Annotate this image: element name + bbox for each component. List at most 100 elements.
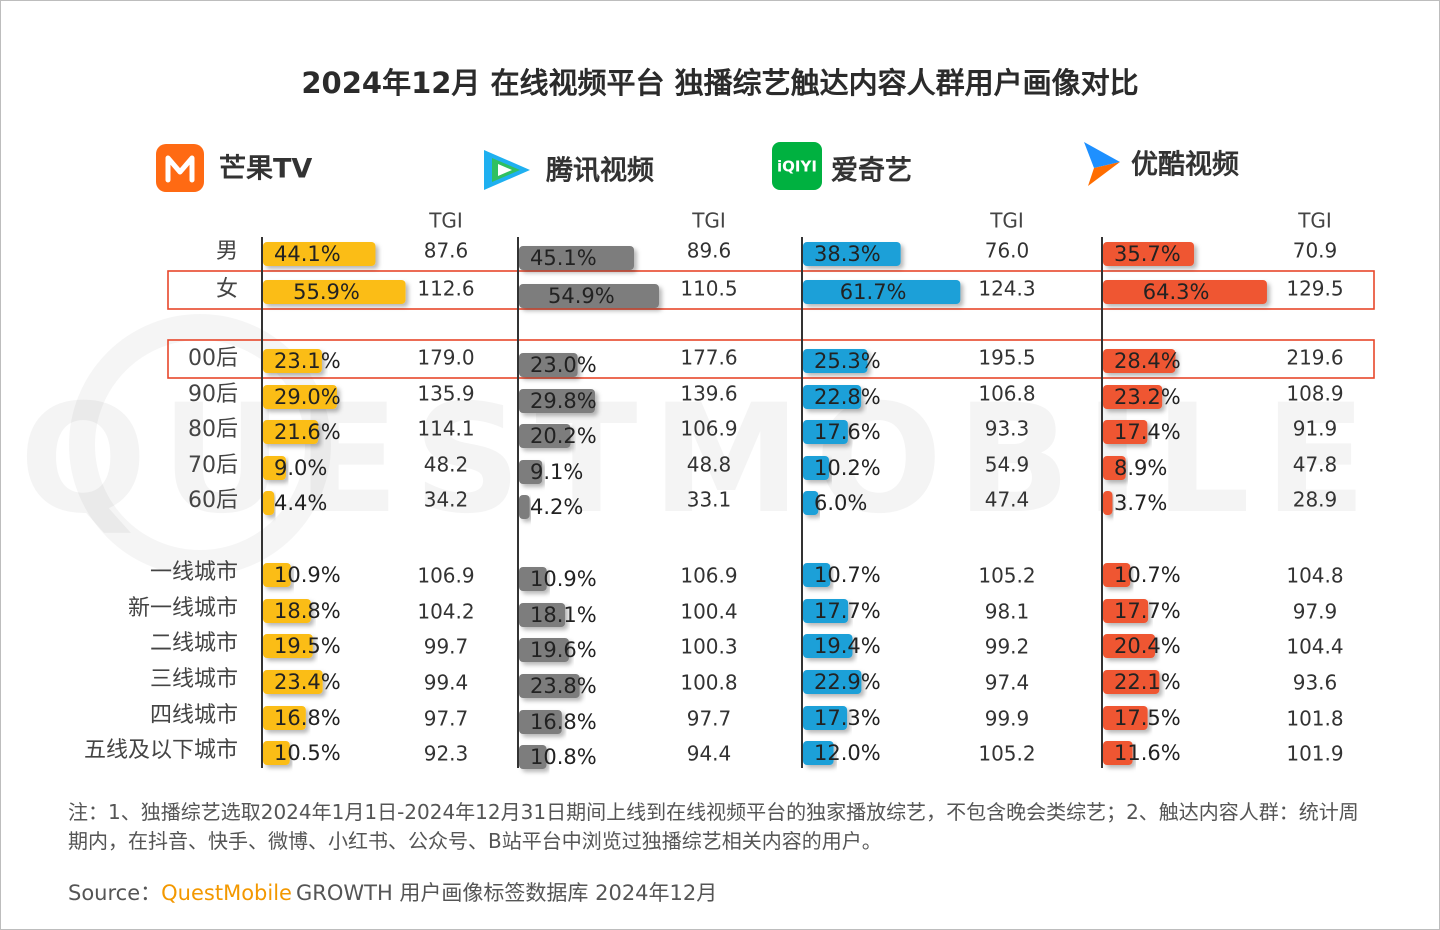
category-label-2: 女 — [216, 277, 238, 302]
bar-label-3-13: 12.0% — [814, 741, 881, 765]
bar-1-9 — [263, 599, 311, 623]
source-rest: GROWTH 用户画像标签数据库 2024年12月 — [295, 881, 718, 905]
bar-label-1-8: 10.9% — [274, 563, 341, 587]
tencent-video-logo-play — [498, 164, 512, 176]
bar-2-11 — [519, 674, 580, 698]
tgi-value-3-12: 99.9 — [985, 707, 1030, 731]
category-label-11: 三线城市 — [150, 667, 238, 692]
tgi-value-3-10: 99.2 — [985, 635, 1030, 659]
bar-label-2-7: 4.2% — [530, 495, 583, 519]
platform-name-3: 爱奇艺 — [831, 156, 912, 187]
bar-label-2-4: 29.8% — [530, 389, 597, 413]
bar-2-1 — [519, 246, 635, 270]
bar-4-1 — [1103, 242, 1195, 266]
tgi-header-4: TGI — [1297, 209, 1332, 233]
tgi-value-2-8: 106.9 — [680, 564, 737, 588]
tgi-value-2-10: 100.3 — [680, 635, 737, 659]
iqiyi-logo-text: iQIYI — [777, 158, 817, 176]
bar-2-10 — [519, 638, 569, 662]
bar-label-1-2: 55.9% — [293, 280, 360, 304]
tgi-value-4-8: 104.8 — [1286, 564, 1343, 588]
tgi-value-2-7: 33.1 — [687, 488, 732, 512]
bar-label-1-11: 23.4% — [274, 670, 341, 694]
tgi-value-3-9: 98.1 — [985, 600, 1030, 624]
bar-label-1-7: 4.4% — [274, 491, 327, 515]
youku-logo-lower — [1088, 162, 1120, 186]
tgi-value-3-13: 105.2 — [978, 742, 1035, 766]
bar-1-2 — [263, 280, 406, 304]
tgi-value-3-5: 93.3 — [985, 417, 1030, 441]
bar-label-4-9: 17.7% — [1114, 599, 1181, 623]
tgi-value-3-1: 76.0 — [985, 239, 1030, 263]
bar-1-7 — [263, 491, 275, 515]
tgi-value-3-8: 105.2 — [978, 564, 1035, 588]
bar-2-12 — [519, 710, 562, 734]
bar-label-1-13: 10.5% — [274, 741, 341, 765]
bar-3-9 — [803, 599, 849, 623]
source-line: Source：QuestMobile GROWTH 用户画像标签数据库 2024年… — [68, 877, 717, 907]
bar-label-1-6: 9.0% — [274, 456, 327, 480]
tgi-value-2-3: 177.6 — [680, 346, 737, 370]
bar-4-8 — [1103, 563, 1131, 587]
tgi-value-4-13: 101.9 — [1286, 742, 1343, 766]
bar-3-5 — [803, 420, 848, 444]
bar-2-9 — [519, 603, 566, 627]
bar-label-3-1: 38.3% — [814, 242, 881, 266]
tgi-value-2-9: 100.4 — [680, 600, 737, 624]
bar-label-3-9: 17.7% — [814, 599, 881, 623]
category-label-5: 80后 — [188, 417, 238, 442]
bar-1-8 — [263, 563, 291, 587]
tgi-value-1-4: 135.9 — [417, 382, 474, 406]
tgi-value-1-12: 97.7 — [424, 707, 469, 731]
bar-3-7 — [803, 491, 819, 515]
bar-label-3-6: 10.2% — [814, 456, 881, 480]
bar-label-3-7: 6.0% — [814, 491, 867, 515]
bar-2-2 — [519, 284, 659, 308]
highlight-box-1 — [167, 270, 1375, 310]
tgi-value-4-6: 47.8 — [1293, 453, 1338, 477]
bar-3-1 — [803, 242, 901, 266]
tgi-value-1-1: 87.6 — [424, 239, 469, 263]
bar-3-2 — [803, 280, 961, 304]
bar-4-9 — [1103, 599, 1149, 623]
bar-label-4-3: 28.4% — [1114, 349, 1181, 373]
tgi-value-1-10: 99.7 — [424, 635, 469, 659]
bar-label-4-10: 20.4% — [1114, 634, 1181, 658]
platform-name-4: 优酷视频 — [1131, 150, 1239, 181]
chart-note: 注：1、独播综艺选取2024年1月1日-2024年12月31日期间上线到在线视频… — [68, 800, 1359, 853]
bar-1-6 — [263, 456, 286, 480]
category-label-10: 二线城市 — [150, 631, 238, 656]
tgi-value-3-2: 124.3 — [978, 277, 1035, 301]
bar-label-4-5: 17.4% — [1114, 420, 1181, 444]
bar-4-12 — [1103, 706, 1148, 730]
bar-label-4-8: 10.7% — [1114, 563, 1181, 587]
platform-name-1: 芒果TV — [219, 154, 312, 185]
bar-label-4-11: 22.1% — [1114, 670, 1181, 694]
bar-label-2-11: 23.8% — [530, 674, 597, 698]
bar-label-2-9: 18.1% — [530, 603, 597, 627]
tgi-value-1-6: 48.2 — [424, 453, 469, 477]
bar-1-12 — [263, 706, 306, 730]
tgi-value-4-3: 219.6 — [1286, 346, 1343, 370]
bar-1-4 — [263, 385, 337, 409]
tgi-value-3-7: 47.4 — [985, 488, 1030, 512]
tgi-value-3-6: 54.9 — [985, 453, 1030, 477]
bar-label-2-10: 19.6% — [530, 638, 597, 662]
bar-label-1-4: 29.0% — [274, 385, 341, 409]
bar-4-7 — [1103, 491, 1113, 515]
tgi-value-4-5: 91.9 — [1293, 417, 1338, 441]
bar-2-7 — [519, 495, 530, 519]
tgi-value-1-11: 99.4 — [424, 671, 469, 695]
bar-label-2-3: 23.0% — [530, 353, 597, 377]
bar-2-5 — [519, 424, 571, 448]
bar-1-13 — [263, 741, 290, 765]
category-label-6: 70后 — [188, 453, 238, 478]
tgi-header-1: TGI — [428, 209, 463, 233]
bar-label-4-6: 8.9% — [1114, 456, 1167, 480]
bar-3-8 — [803, 563, 831, 587]
tgi-value-4-1: 70.9 — [1293, 239, 1338, 263]
tgi-value-1-7: 34.2 — [424, 488, 469, 512]
watermark-logo-ring — [69, 314, 331, 576]
bar-label-2-6: 9.1% — [530, 460, 583, 484]
bar-1-11 — [263, 670, 323, 694]
